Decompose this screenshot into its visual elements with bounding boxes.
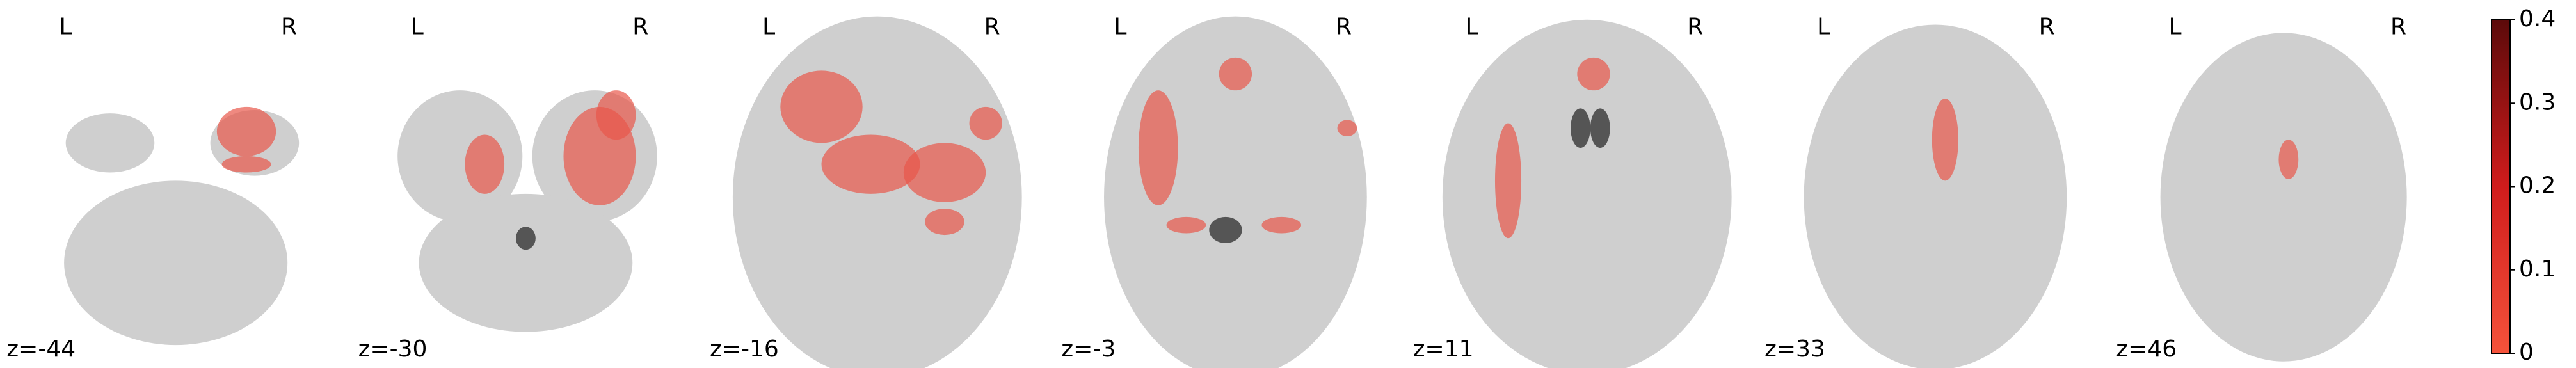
activation-blob — [596, 90, 636, 140]
slice-label: z=-16 — [710, 336, 779, 362]
left-label: L — [411, 14, 424, 40]
left-label: L — [1817, 14, 1830, 40]
brain-slice — [64, 180, 288, 346]
activation-blob — [2278, 140, 2299, 179]
brain-slice — [2160, 33, 2407, 362]
brain-slice — [419, 193, 633, 332]
right-label: R — [281, 14, 297, 40]
left-label: L — [1114, 14, 1126, 40]
colorbar-tick-label: 0 — [2519, 339, 2534, 365]
slice-label: z=11 — [1413, 336, 1474, 362]
slice-label: z=33 — [1764, 336, 1825, 362]
activation-blob — [903, 143, 986, 202]
ventricle — [516, 227, 536, 250]
activation-blob — [821, 134, 920, 194]
activation-blob — [465, 134, 505, 194]
activation-blob — [1337, 120, 1357, 137]
brain-slice — [65, 113, 155, 173]
ventricle — [1209, 216, 1242, 243]
activation-blob — [216, 106, 276, 156]
brain-slice — [1442, 19, 1732, 368]
colorbar-tick-label: 0.2 — [2519, 173, 2556, 199]
left-label: L — [1466, 14, 1478, 40]
activation-blob — [1261, 216, 1302, 234]
activation-blob — [1932, 99, 1958, 181]
right-label: R — [984, 14, 1000, 40]
activation-blob — [1138, 90, 1178, 205]
slice-label: z=-44 — [6, 336, 76, 362]
activation-blob — [1577, 57, 1610, 91]
slice-label: z=-30 — [358, 336, 428, 362]
left-label: L — [2168, 14, 2181, 40]
activation-blob — [221, 156, 271, 173]
left-label: L — [762, 14, 775, 40]
right-label: R — [1687, 14, 1703, 40]
activation-blob — [780, 70, 863, 143]
slice-label: z=-3 — [1061, 336, 1116, 362]
brain-slice — [1804, 24, 2067, 368]
right-label: R — [2039, 14, 2055, 40]
activation-blob — [1494, 123, 1522, 239]
activation-blob — [925, 209, 964, 236]
colorbar — [2491, 19, 2511, 354]
ventricle — [1590, 108, 1610, 148]
activation-blob — [1166, 216, 1206, 234]
right-label: R — [2390, 14, 2406, 40]
colorbar-tick-label: 0.1 — [2519, 256, 2556, 282]
right-label: R — [632, 14, 648, 40]
slice-label: z=46 — [2116, 336, 2177, 362]
colorbar-tick-label: 0.3 — [2519, 89, 2556, 115]
activation-blob — [1219, 57, 1252, 91]
right-label: R — [1336, 14, 1352, 40]
ventricle — [1571, 108, 1590, 148]
left-label: L — [59, 14, 72, 40]
colorbar-tick-label: 0.4 — [2519, 6, 2556, 32]
activation-blob — [969, 106, 1002, 140]
